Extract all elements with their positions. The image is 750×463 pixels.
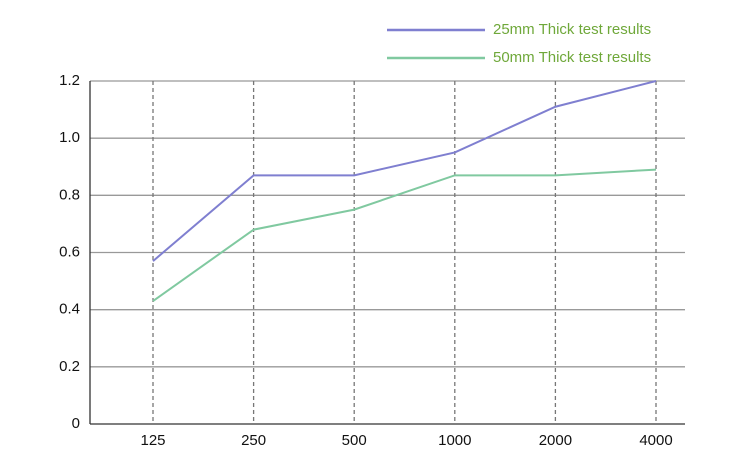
x-tick-label: 125 [140, 432, 165, 449]
legend-label: 25mm Thick test results [493, 21, 651, 38]
y-tick-label: 1.0 [59, 129, 80, 146]
y-tick-label: 0.6 [59, 243, 80, 260]
legend-label: 50mm Thick test results [493, 49, 651, 66]
x-tick-label: 500 [342, 432, 367, 449]
y-tick-label: 0.8 [59, 186, 80, 203]
series-line [152, 168, 657, 302]
x-tick-label: 250 [241, 432, 266, 449]
y-tick-label: 1.2 [59, 72, 80, 89]
y-tick-label: 0 [72, 415, 80, 432]
x-tick-label: 2000 [539, 432, 572, 449]
x-tick-label: 1000 [438, 432, 471, 449]
y-tick-label: 0.4 [59, 301, 80, 318]
y-tick-label: 0.2 [59, 358, 80, 375]
x-tick-label: 4000 [639, 432, 672, 449]
series-line [152, 80, 657, 262]
